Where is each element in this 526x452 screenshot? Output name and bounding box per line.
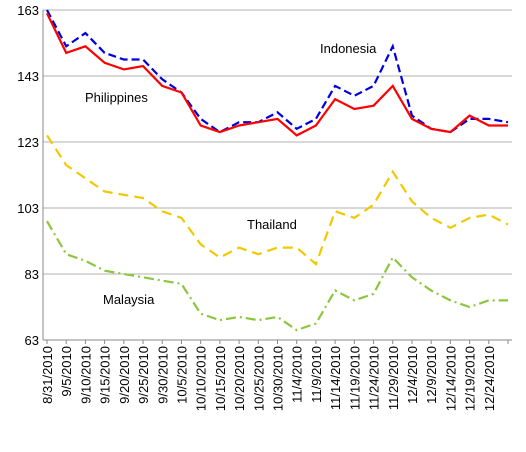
series-label: Indonesia (320, 41, 377, 56)
x-tick-label: 12/24/2010 (482, 346, 497, 411)
x-tick-label: 9/15/2010 (98, 346, 113, 404)
x-tick-label: 10/30/2010 (271, 346, 286, 411)
series-label: Malaysia (103, 292, 155, 307)
x-tick-label: 9/25/2010 (136, 346, 151, 404)
x-tick-label: 9/10/2010 (78, 346, 93, 404)
x-tick-label: 12/19/2010 (463, 346, 478, 411)
x-tick-label: 12/9/2010 (424, 346, 439, 404)
y-tick-label: 63 (25, 333, 39, 348)
x-tick-label: 9/5/2010 (59, 346, 74, 397)
x-tick-label: 9/30/2010 (155, 346, 170, 404)
x-tick-label: 10/15/2010 (213, 346, 228, 411)
x-tick-label: 8/31/2010 (40, 346, 55, 404)
series-line (46, 9, 509, 134)
x-tick-label: 9/20/2010 (117, 346, 132, 404)
y-tick-label: 143 (17, 69, 39, 84)
y-tick-label: 163 (17, 3, 39, 18)
x-tick-label: 10/10/2010 (194, 346, 209, 411)
series-line (46, 220, 508, 332)
series-label: Philippines (85, 90, 148, 105)
x-tick-label: 11/4/2010 (290, 346, 305, 403)
y-tick-label: 103 (17, 201, 39, 216)
y-tick-label: 83 (25, 267, 39, 282)
x-tick-label: 11/24/2010 (367, 346, 382, 410)
y-tick-label: 123 (17, 135, 39, 150)
x-tick-label: 10/20/2010 (232, 346, 247, 411)
x-tick-label: 11/14/2010 (328, 346, 343, 410)
x-tick-label: 11/29/2010 (386, 346, 401, 410)
series-line (46, 12, 508, 137)
x-tick-label: 12/4/2010 (405, 346, 420, 404)
x-tick-label: 10/25/2010 (251, 346, 266, 411)
x-tick-label: 12/14/2010 (443, 346, 458, 411)
series-label: Thailand (247, 217, 297, 232)
x-tick-label: 10/5/2010 (174, 346, 189, 404)
series-line (46, 134, 509, 266)
x-tick-label: 11/19/2010 (347, 346, 362, 410)
x-tick-label: 11/9/2010 (309, 346, 324, 403)
